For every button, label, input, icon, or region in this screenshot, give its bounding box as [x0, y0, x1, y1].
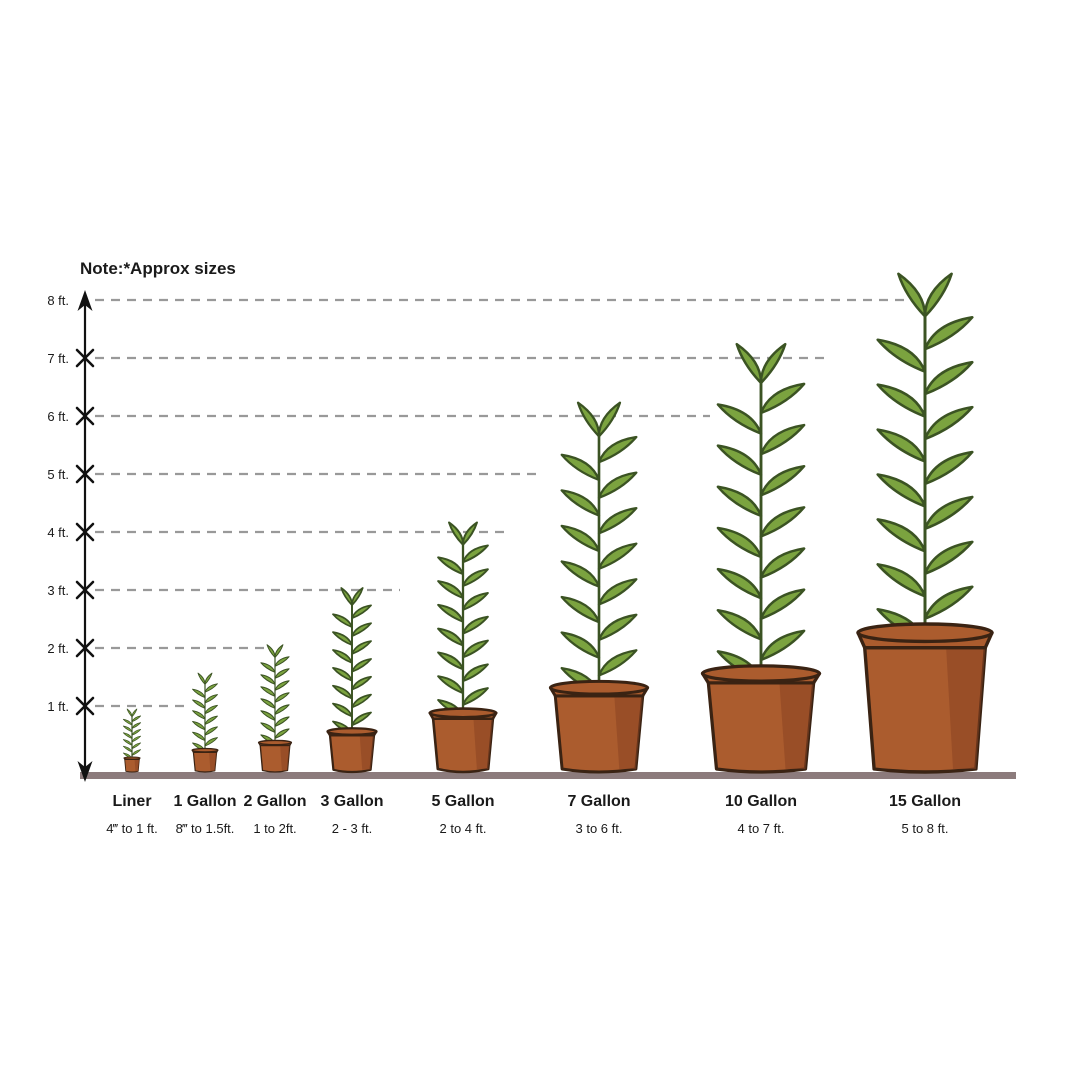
- svg-text:1 ft.: 1 ft.: [47, 699, 69, 714]
- svg-text:2 ft.: 2 ft.: [47, 641, 69, 656]
- svg-text:4 ft.: 4 ft.: [47, 525, 69, 540]
- svg-text:6 ft.: 6 ft.: [47, 409, 69, 424]
- svg-text:1 Gallon: 1 Gallon: [173, 793, 236, 810]
- svg-text:2 Gallon: 2 Gallon: [243, 793, 306, 810]
- svg-text:1 to 2ft.: 1 to 2ft.: [253, 821, 296, 836]
- svg-text:3 to 6 ft.: 3 to 6 ft.: [576, 821, 623, 836]
- svg-text:7 ft.: 7 ft.: [47, 351, 69, 366]
- svg-text:5 Gallon: 5 Gallon: [431, 793, 494, 810]
- svg-text:15 Gallon: 15 Gallon: [889, 793, 961, 810]
- svg-text:Note:*Approx sizes: Note:*Approx sizes: [80, 259, 236, 278]
- svg-text:2 - 3 ft.: 2 - 3 ft.: [332, 821, 372, 836]
- svg-text:7 Gallon: 7 Gallon: [567, 793, 630, 810]
- svg-text:5 ft.: 5 ft.: [47, 467, 69, 482]
- svg-text:2 to 4 ft.: 2 to 4 ft.: [440, 821, 487, 836]
- svg-text:5 to 8 ft.: 5 to 8 ft.: [902, 821, 949, 836]
- svg-text:4 to 7 ft.: 4 to 7 ft.: [738, 821, 785, 836]
- svg-text:8‴ to 1.5ft.: 8‴ to 1.5ft.: [176, 821, 235, 836]
- svg-text:8 ft.: 8 ft.: [47, 293, 69, 308]
- svg-text:4‴ to 1 ft.: 4‴ to 1 ft.: [106, 821, 158, 836]
- svg-text:3 Gallon: 3 Gallon: [320, 793, 383, 810]
- svg-text:10 Gallon: 10 Gallon: [725, 793, 797, 810]
- svg-text:Liner: Liner: [112, 793, 151, 810]
- svg-text:3 ft.: 3 ft.: [47, 583, 69, 598]
